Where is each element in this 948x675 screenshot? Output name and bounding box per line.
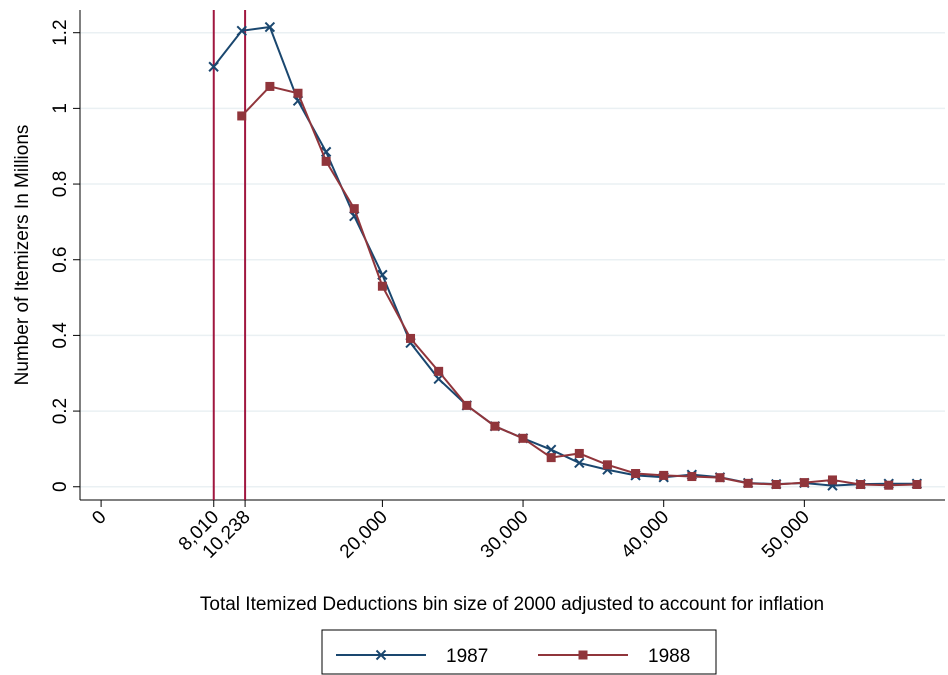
marker	[490, 421, 500, 431]
marker	[743, 478, 753, 488]
y-tick-label: 0.6	[50, 247, 71, 273]
marker	[292, 95, 304, 107]
y-axis-label: Number of Itemizers In Millions	[12, 125, 33, 386]
marker	[462, 400, 472, 410]
marker	[715, 473, 725, 483]
marker	[912, 479, 922, 489]
y-tick-label: 0.8	[50, 171, 71, 197]
legend-box	[321, 629, 717, 675]
marker	[321, 156, 331, 166]
marker	[237, 111, 247, 121]
marker	[377, 281, 387, 291]
marker	[434, 366, 444, 376]
marker	[827, 475, 837, 485]
y-tick-label: 1	[50, 103, 71, 114]
marker	[602, 460, 612, 470]
marker	[578, 650, 588, 660]
legend-label: 1987	[446, 646, 488, 667]
marker	[659, 470, 669, 480]
marker	[574, 448, 584, 458]
marker	[265, 81, 275, 91]
marker	[884, 480, 894, 490]
marker	[799, 478, 809, 488]
y-tick-label: 1.2	[50, 19, 71, 45]
marker	[264, 21, 276, 33]
marker	[349, 204, 359, 214]
marker	[631, 469, 641, 479]
marker	[546, 453, 556, 463]
y-tick-label: 0.4	[50, 322, 71, 349]
marker	[293, 88, 303, 98]
marker	[687, 472, 697, 482]
marker	[375, 649, 387, 661]
y-tick-label: 0.2	[50, 398, 71, 424]
marker	[208, 61, 219, 72]
marker	[856, 479, 866, 489]
marker	[236, 25, 247, 37]
marker	[518, 433, 528, 443]
x-axis-label: Total Itemized Deductions bin size of 20…	[200, 594, 824, 615]
marker	[574, 457, 585, 469]
marker	[406, 333, 416, 343]
marker	[545, 444, 557, 455]
marker	[771, 479, 781, 489]
legend-label: 1988	[648, 646, 690, 667]
y-tick-label: 0	[50, 481, 71, 492]
